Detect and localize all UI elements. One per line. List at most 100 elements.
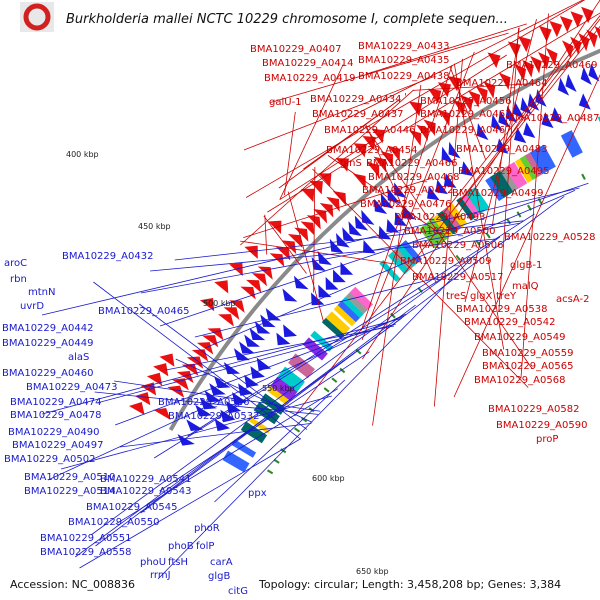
gene-label[interactable]: BMA10229_A0473 xyxy=(26,382,117,393)
gene-label[interactable]: BMA10229_A0414 xyxy=(262,58,353,69)
gene-label[interactable]: BMA10229_A0502 xyxy=(4,454,95,465)
gene-label[interactable]: BMA10229_A0435 xyxy=(358,55,449,66)
gene-label[interactable]: uvrD xyxy=(20,301,44,312)
gene-label[interactable]: galU-1 xyxy=(269,97,302,108)
gene-label[interactable]: BMA10229_A0509 xyxy=(400,256,491,267)
gene-label[interactable]: BMA10229_A0565 xyxy=(482,361,573,372)
gene-label[interactable]: ppx xyxy=(248,488,267,499)
gene-label[interactable]: carA xyxy=(210,557,233,568)
gene-label[interactable]: BMA10229_A0558 xyxy=(40,547,131,558)
forward-cds-mark xyxy=(218,314,234,327)
gene-label[interactable]: BMA10229_A0469 xyxy=(506,60,597,71)
gene-label[interactable]: glgB xyxy=(208,571,230,582)
forward-cds-mark xyxy=(181,363,199,376)
gene-label[interactable]: BMA10229_A0542 xyxy=(464,317,555,328)
gene-label[interactable]: aroC xyxy=(4,258,27,269)
gene-label[interactable]: BMA10229_A0478 xyxy=(10,410,101,421)
gene-label[interactable]: BMA10229_A0493 xyxy=(394,212,485,223)
gene-label[interactable]: BMA10229_A0463 xyxy=(420,109,511,120)
gene-label[interactable]: BMA10229_A0460 xyxy=(2,368,93,379)
forward-cds-mark xyxy=(468,90,481,108)
reverse-cds-mark xyxy=(317,250,332,266)
gene-label[interactable]: BMA10229_A0517 xyxy=(412,272,503,283)
gene-label[interactable]: BMA10229_A0495 xyxy=(458,166,549,177)
gene-label[interactable]: treS xyxy=(446,291,466,302)
reverse-cds-mark xyxy=(318,284,332,298)
gene-label[interactable]: BMA10229_A0528 xyxy=(504,232,595,243)
gene-label[interactable]: BMA10229_A0487 xyxy=(508,113,599,124)
gene-label[interactable]: folP xyxy=(196,541,214,552)
gene-label[interactable]: BMA10229_A0433 xyxy=(358,41,449,52)
gene-label[interactable]: BMA10229_A0476 xyxy=(360,199,451,210)
gene-label[interactable]: BMA10229_A0483 xyxy=(456,144,547,155)
reverse-cds-mark xyxy=(348,221,363,237)
gene-label[interactable]: glnS xyxy=(340,158,362,169)
gene-label[interactable]: BMA10229_A0442 xyxy=(2,323,93,334)
gene-label[interactable]: citG xyxy=(228,586,248,597)
gene-label[interactable]: BMA10229_A0490 xyxy=(8,427,99,438)
reverse-leader-line xyxy=(74,317,403,558)
gene-label[interactable]: BMA10229_A0467 xyxy=(420,125,511,136)
gene-label[interactable]: phoU xyxy=(140,557,166,568)
gene-label[interactable]: phoB xyxy=(168,541,194,552)
gene-label[interactable]: BMA10229_A0559 xyxy=(482,348,573,359)
gene-label[interactable]: glgX xyxy=(470,291,492,302)
gene-label[interactable]: BMA10229_A0454 xyxy=(326,145,417,156)
gene-label[interactable]: BMA10229_A0468 xyxy=(368,172,459,183)
reverse-cds-mark xyxy=(541,112,554,129)
gene-label[interactable]: BMA10229_A0438 xyxy=(358,71,449,82)
gene-label[interactable]: ftsH xyxy=(168,557,188,568)
gene-label[interactable]: rbn xyxy=(10,274,27,285)
gene-label[interactable]: BMA10229_A0449 xyxy=(2,338,93,349)
gene-label[interactable]: BMA10229_A0474 xyxy=(10,397,101,408)
gene-label[interactable]: acsA-2 xyxy=(556,294,589,305)
gene-label[interactable]: proP xyxy=(536,434,558,445)
gene-label[interactable]: BMA10229_A0434 xyxy=(310,94,401,105)
gene-label[interactable]: BMA10229_A0466 xyxy=(366,158,457,169)
gene-label[interactable]: malQ xyxy=(512,281,539,292)
gene-label[interactable]: BMA10229_A0472 xyxy=(362,185,453,196)
gene-label[interactable]: rrmJ xyxy=(150,570,171,581)
reverse-cds-mark xyxy=(311,257,326,271)
gene-label[interactable]: BMA10229_A0514 xyxy=(24,486,115,497)
gene-label[interactable]: BMA10229_A0497 xyxy=(12,440,103,451)
gene-label[interactable]: alaS xyxy=(68,352,89,363)
gene-label[interactable]: BMA10229_A0545 xyxy=(86,502,177,513)
gene-label[interactable]: BMA10229_A0446 xyxy=(324,125,415,136)
forward-leader-line xyxy=(340,0,584,122)
reverse-leader-line xyxy=(42,318,402,415)
gene-label[interactable]: BMA10229_A0551 xyxy=(40,533,131,544)
gene-label[interactable]: BMA10229_A0541 xyxy=(100,474,191,485)
gc-skew-mark xyxy=(390,312,396,319)
forward-cds-mark xyxy=(538,25,552,42)
reverse-leader-line xyxy=(114,315,404,426)
gene-label[interactable]: BMA10229_A0437 xyxy=(312,109,403,120)
gene-label[interactable]: BMA10229_A0543 xyxy=(100,486,191,497)
gene-label[interactable]: BMA10229_A0538 xyxy=(456,304,547,315)
gene-label[interactable]: BMA10229_A0465 xyxy=(98,306,189,317)
gene-label[interactable]: BMA10229_A0549 xyxy=(474,332,565,343)
reverse-cds-mark xyxy=(209,383,226,396)
gene-label[interactable]: BMA10229_A0582 xyxy=(488,404,579,415)
gene-label[interactable]: treY xyxy=(496,291,517,302)
gene-label[interactable]: BMA10229_A0532 xyxy=(168,411,259,422)
gene-label[interactable]: glgB-1 xyxy=(510,260,542,271)
forward-cds-mark xyxy=(373,156,387,173)
gene-label[interactable]: BMA10229_A0510 xyxy=(24,472,115,483)
gene-label[interactable]: phoR xyxy=(194,523,220,534)
gene-label[interactable]: BMA10229_A0526 xyxy=(158,397,249,408)
gene-label[interactable]: BMA10229_A0550 xyxy=(68,517,159,528)
gene-label[interactable]: BMA10229_A0590 xyxy=(496,420,587,431)
reverse-leader-line xyxy=(140,222,521,294)
gene-label[interactable]: mtnN xyxy=(28,287,55,298)
gene-label[interactable]: BMA10229_A0500 xyxy=(404,226,495,237)
gene-label[interactable]: BMA10229_A0432 xyxy=(62,251,153,262)
gene-label[interactable]: BMA10229_A0456 xyxy=(420,96,511,107)
forward-cds-mark xyxy=(428,88,442,104)
gene-label[interactable]: BMA10229_A0499 xyxy=(452,188,543,199)
gene-label[interactable]: BMA10229_A0464 xyxy=(456,78,547,89)
gene-label[interactable]: BMA10229_A0407 xyxy=(250,44,341,55)
gene-label[interactable]: BMA10229_A0506 xyxy=(412,240,503,251)
gene-label[interactable]: BMA10229_A0568 xyxy=(474,375,565,386)
gene-label[interactable]: BMA10229_A0419 xyxy=(264,73,355,84)
